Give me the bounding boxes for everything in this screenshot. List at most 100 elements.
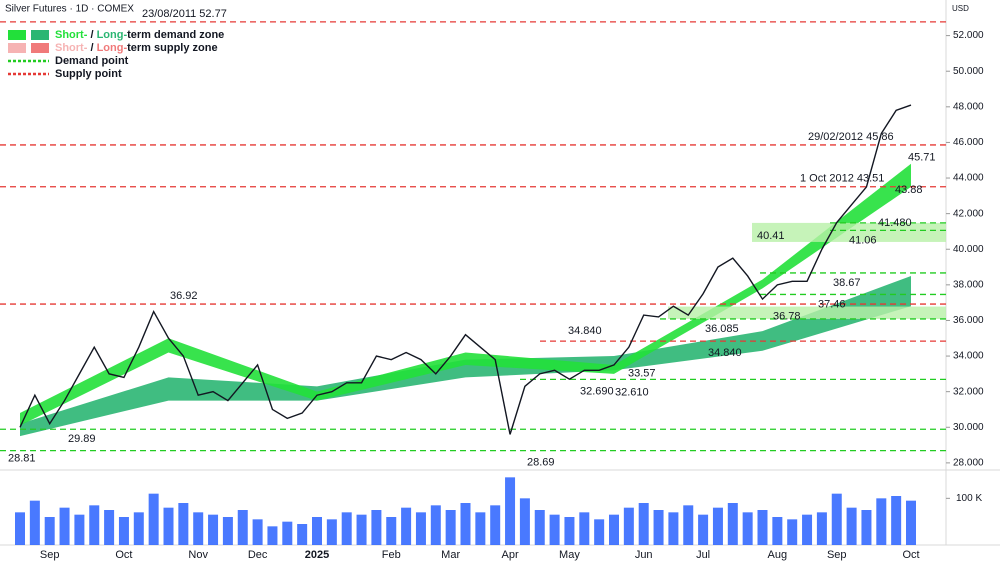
- volume-bar: [802, 514, 813, 545]
- volume-bar: [163, 507, 174, 545]
- chart-title: Silver Futures · 1D · COMEX: [5, 4, 134, 15]
- demand-band: [20, 275, 911, 437]
- annotation: 36.78: [773, 310, 801, 322]
- volume-bar: [148, 493, 159, 545]
- volume-bar: [193, 512, 204, 545]
- volume-bar: [326, 519, 337, 545]
- volume-bar: [579, 512, 590, 545]
- volume-bar: [712, 507, 723, 545]
- volume-bar: [15, 512, 25, 545]
- legend-swatch: [31, 30, 49, 40]
- annotation: 1 Oct 2012 43.51: [800, 173, 884, 185]
- volume-bar: [341, 512, 352, 545]
- legend-label: Demand point: [55, 55, 129, 67]
- x-tick-label: 2025: [305, 549, 329, 561]
- legend-part: /: [87, 42, 96, 54]
- volume-bar: [133, 512, 144, 545]
- volume-bar: [653, 510, 664, 545]
- volume-bar: [386, 517, 397, 545]
- volume-bar: [534, 510, 545, 545]
- y-tick-label: 52.000: [953, 30, 984, 41]
- volume-bar: [861, 510, 872, 545]
- legend-part: Supply point: [55, 68, 122, 80]
- y-tick-label: 44.000: [953, 173, 984, 184]
- annotation: 38.67: [833, 277, 861, 289]
- annotation: 29/02/2012 45.86: [808, 131, 894, 143]
- volume-bar: [356, 514, 367, 545]
- y-tick-label: 32.000: [953, 386, 984, 397]
- volume-bar: [430, 505, 441, 545]
- volume-bar: [74, 514, 85, 545]
- volume-bar: [89, 505, 100, 545]
- volume-bar: [549, 514, 560, 545]
- annotation: 37.46: [818, 298, 846, 310]
- annotation: 23/08/2011 52.77: [142, 8, 227, 20]
- volume-bar: [44, 517, 55, 545]
- y-tick-label: 46.000: [953, 137, 984, 148]
- volume-bar: [623, 507, 634, 545]
- annotation: 34.840: [708, 347, 742, 359]
- annotation: 28.81: [8, 452, 36, 464]
- volume-bar: [742, 512, 753, 545]
- volume-bar: [475, 512, 486, 545]
- volume-bar: [252, 519, 263, 545]
- volume-bar: [772, 517, 783, 545]
- volume-bar: [787, 519, 798, 545]
- volume-bar: [208, 514, 219, 545]
- price-line: [19, 104, 912, 435]
- legend-part: Long-: [97, 42, 128, 54]
- legend-part: Short-: [55, 29, 88, 41]
- volume-bar: [415, 512, 426, 545]
- volume-bar: [312, 517, 322, 545]
- volume-bar: [757, 510, 768, 545]
- x-tick-label: Apr: [501, 549, 518, 561]
- y-tick-label: 38.000: [953, 279, 984, 290]
- x-tick-label: Jun: [635, 549, 653, 561]
- y-tick-label: 42.000: [953, 208, 984, 219]
- volume-bar: [816, 512, 827, 545]
- y-tick-label: 48.000: [953, 101, 984, 112]
- currency: USD: [952, 4, 969, 13]
- legend-swatch: [31, 43, 49, 53]
- legend-part: term demand zone: [127, 29, 224, 41]
- volume-bar: [638, 503, 649, 545]
- annotation: 33.57: [628, 368, 656, 380]
- volume-bar: [727, 503, 738, 545]
- volume-bar: [297, 524, 308, 545]
- volume-bar: [59, 507, 70, 545]
- volume-tick-label: 100 K: [956, 493, 982, 504]
- x-tick-label: Feb: [382, 549, 401, 561]
- annotation: 32.610: [615, 387, 649, 399]
- annotation: 36.92: [170, 290, 198, 302]
- legend-part: Short-: [55, 42, 88, 54]
- volume-bar: [445, 510, 456, 545]
- volume-bar: [668, 512, 679, 545]
- volume-bar: [564, 517, 575, 545]
- volume-bar: [906, 500, 916, 545]
- volume-bar: [891, 496, 902, 545]
- volume-bar: [237, 510, 248, 545]
- volume-bar: [401, 507, 412, 545]
- x-tick-label: May: [559, 549, 580, 561]
- x-tick-label: Jul: [696, 549, 710, 561]
- volume-bar: [222, 517, 233, 545]
- y-tick-label: 50.000: [953, 66, 984, 77]
- volume-bar: [505, 477, 516, 545]
- y-tick-label: 36.000: [953, 315, 984, 326]
- volume-bar: [698, 514, 709, 545]
- volume-bar: [831, 493, 842, 545]
- volume-bar: [876, 498, 887, 545]
- annotation: 43.88: [895, 184, 923, 196]
- annotation: 29.89: [68, 433, 96, 445]
- x-tick-label: Aug: [768, 549, 788, 561]
- volume-bar: [282, 521, 293, 545]
- legend-label: Short- / Long-term supply zone: [55, 42, 218, 54]
- volume-bar: [683, 505, 694, 545]
- legend-part: Demand point: [55, 55, 129, 67]
- volume-bar: [29, 500, 40, 545]
- volume-bar: [846, 507, 857, 545]
- x-tick-label: Dec: [248, 549, 268, 561]
- annotation: 45.71: [908, 151, 936, 163]
- volume-bar: [118, 517, 129, 545]
